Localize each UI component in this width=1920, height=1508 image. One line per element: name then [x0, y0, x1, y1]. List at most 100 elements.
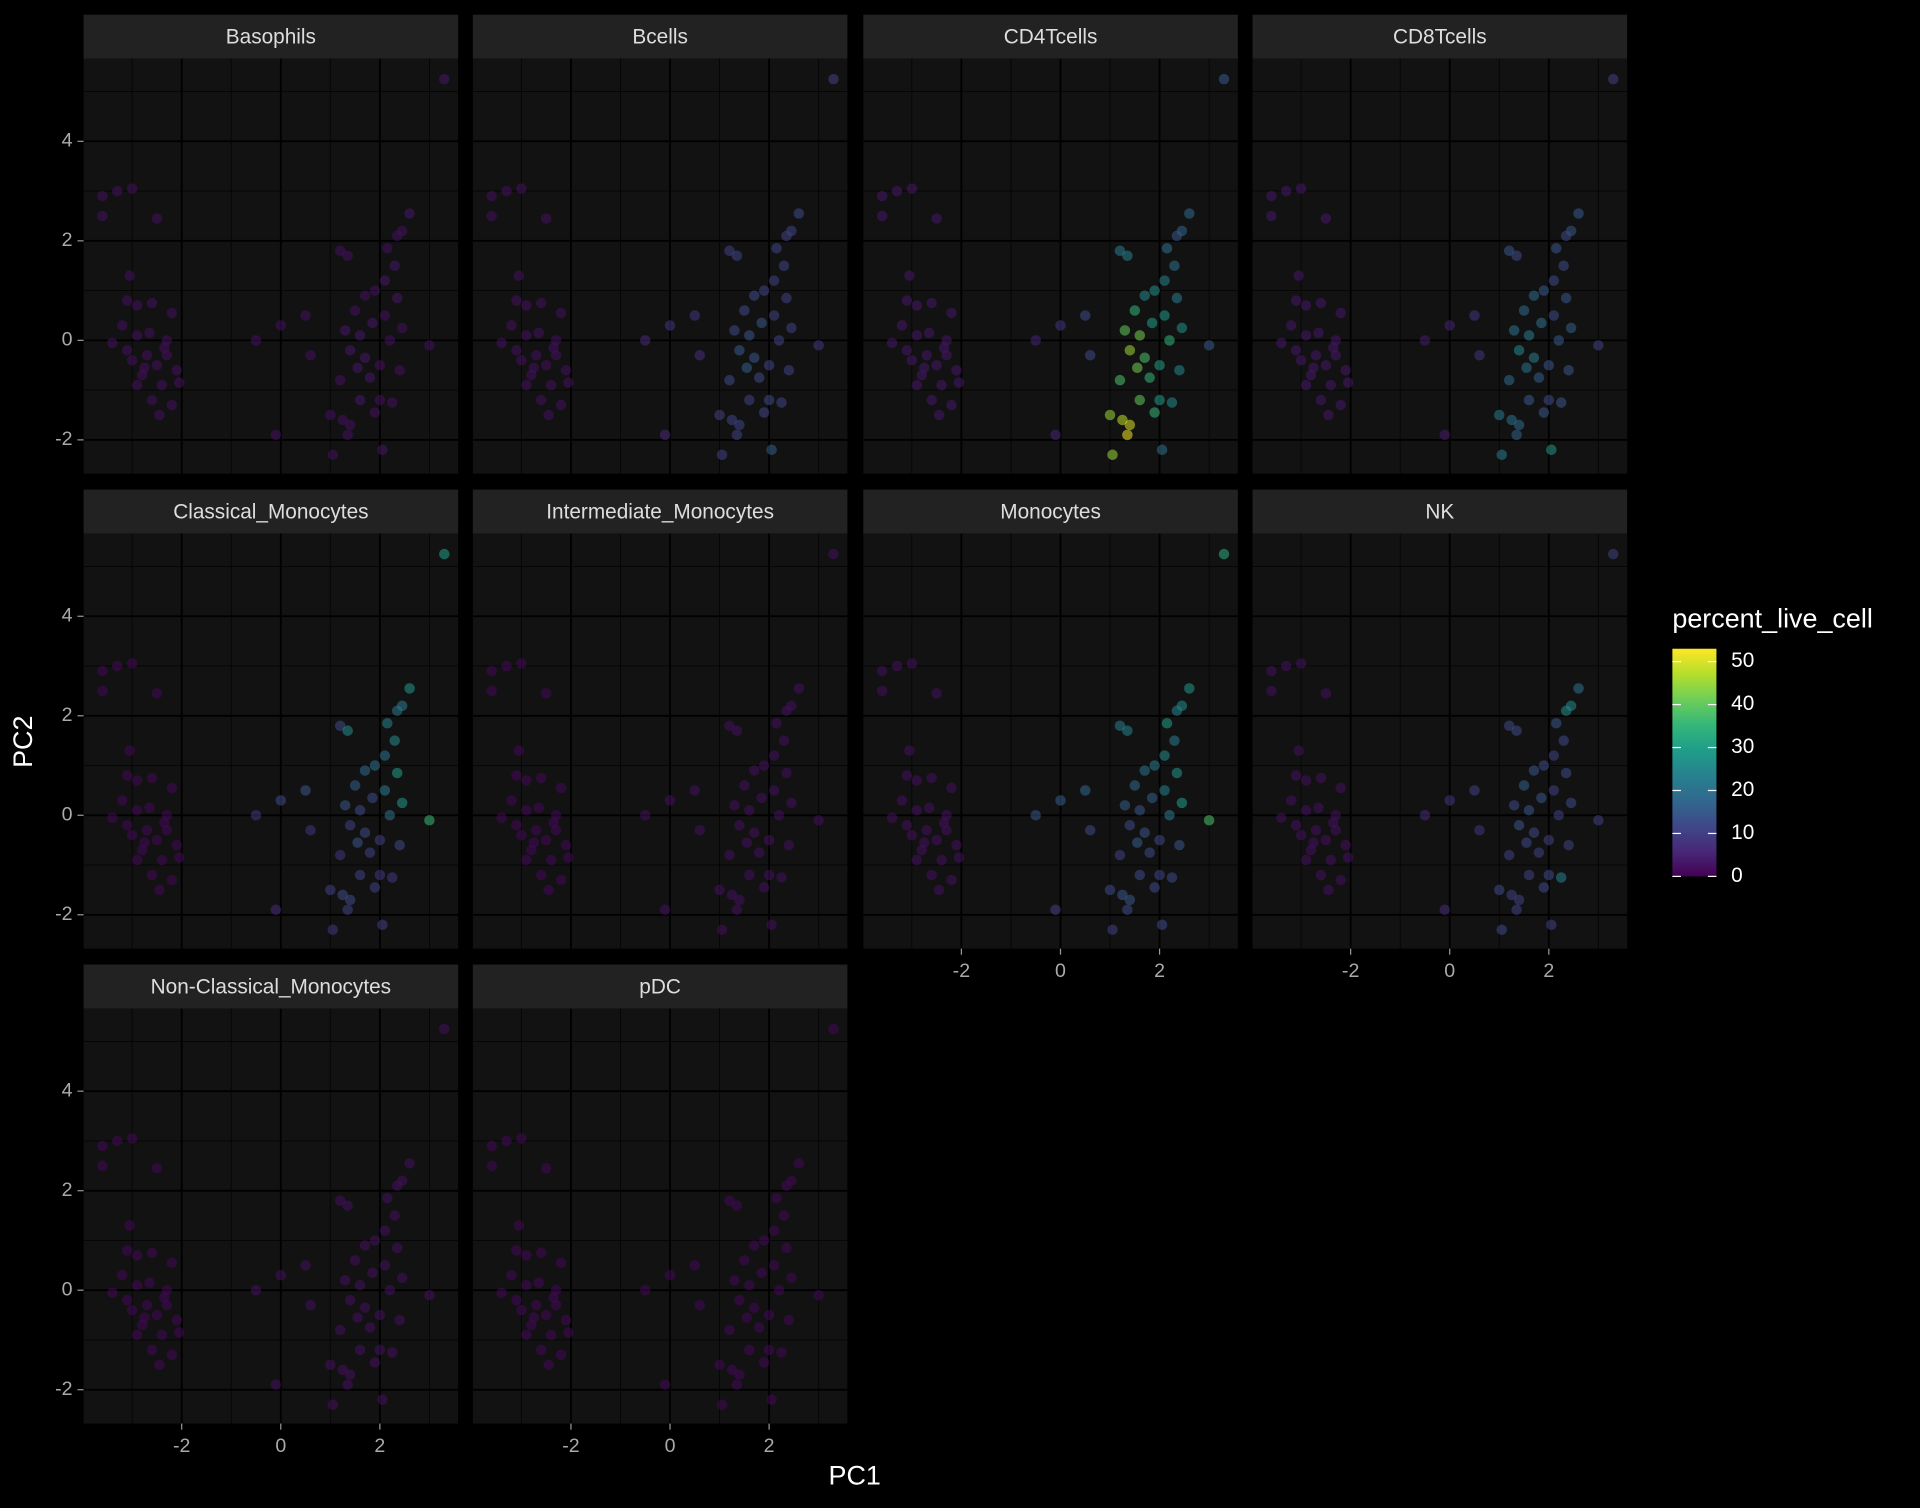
point: [325, 1359, 336, 1371]
point: [938, 817, 950, 829]
point: [1285, 320, 1297, 331]
point: [953, 377, 965, 388]
point: [664, 320, 676, 331]
point: [121, 1294, 133, 1306]
point: [349, 1255, 361, 1266]
point: [151, 1309, 163, 1321]
point: [734, 345, 745, 356]
point: [496, 337, 507, 349]
point: [131, 775, 143, 786]
point: [1555, 397, 1567, 408]
point: [953, 852, 965, 863]
x-tick-label: 2: [764, 1435, 775, 1457]
point: [1300, 300, 1312, 311]
point: [369, 882, 381, 893]
point: [734, 819, 745, 831]
point: [154, 884, 165, 896]
point: [1146, 317, 1158, 329]
point: [1159, 785, 1170, 796]
point: [511, 345, 522, 356]
point: [486, 210, 497, 222]
strip: [83, 14, 459, 59]
point: [911, 379, 923, 391]
point: [126, 829, 138, 841]
point: [386, 872, 398, 883]
point: [731, 1200, 743, 1211]
colorbar-tick-label: 40: [1731, 692, 1754, 715]
x-tick-label: -2: [953, 960, 970, 982]
point: [768, 750, 780, 761]
point: [1548, 275, 1560, 286]
point: [946, 399, 957, 411]
strip: [863, 14, 1238, 59]
point: [768, 310, 780, 321]
point: [270, 1379, 282, 1390]
point: [250, 1284, 262, 1296]
point: [1218, 73, 1230, 85]
point: [756, 792, 767, 804]
point: [511, 819, 522, 831]
point: [1494, 409, 1505, 421]
point: [1546, 919, 1557, 931]
point: [126, 1133, 138, 1144]
strip-label: NK: [1425, 500, 1454, 523]
point: [540, 1163, 552, 1174]
point: [931, 688, 942, 699]
point: [548, 1292, 559, 1303]
point: [384, 1284, 396, 1296]
point: [1553, 810, 1564, 821]
point: [374, 359, 386, 371]
point: [1538, 407, 1550, 418]
point: [121, 1245, 133, 1256]
point: [753, 1322, 765, 1333]
point: [1518, 305, 1530, 316]
x-tick-label: 0: [665, 1435, 676, 1457]
point: [131, 1279, 143, 1291]
point: [424, 1289, 435, 1301]
point: [1308, 362, 1319, 373]
point: [1444, 320, 1455, 331]
point: [1563, 364, 1574, 376]
point: [726, 1364, 738, 1376]
point: [1139, 827, 1150, 838]
point: [1310, 824, 1322, 836]
point: [1323, 409, 1334, 421]
point: [724, 720, 735, 731]
point: [1218, 548, 1230, 560]
point: [1340, 839, 1351, 851]
point: [334, 245, 346, 257]
point: [563, 377, 574, 388]
point: [1164, 335, 1175, 346]
point: [886, 337, 898, 349]
point: [1184, 683, 1195, 694]
point: [516, 183, 527, 194]
point: [1266, 210, 1277, 222]
y-tick-label: 0: [62, 1278, 73, 1300]
point: [369, 760, 381, 771]
point: [694, 824, 706, 836]
point: [1523, 805, 1535, 816]
point: [112, 1135, 123, 1147]
point: [828, 548, 839, 560]
point: [121, 345, 133, 356]
point: [151, 359, 163, 371]
point: [639, 810, 651, 821]
point: [540, 213, 552, 224]
point: [344, 819, 356, 831]
point: [396, 322, 408, 334]
point: [731, 725, 743, 736]
point: [121, 295, 133, 306]
point: [391, 1180, 403, 1191]
strip: [1252, 14, 1628, 59]
point: [354, 394, 366, 406]
point: [151, 1163, 163, 1174]
point: [1050, 904, 1061, 916]
point: [828, 73, 839, 85]
point: [540, 1309, 552, 1321]
point: [342, 1200, 353, 1211]
point: [906, 183, 918, 194]
point: [781, 767, 792, 779]
x-axis-title: PC1: [829, 1461, 881, 1491]
point: [1159, 310, 1170, 321]
point: [1154, 394, 1165, 406]
